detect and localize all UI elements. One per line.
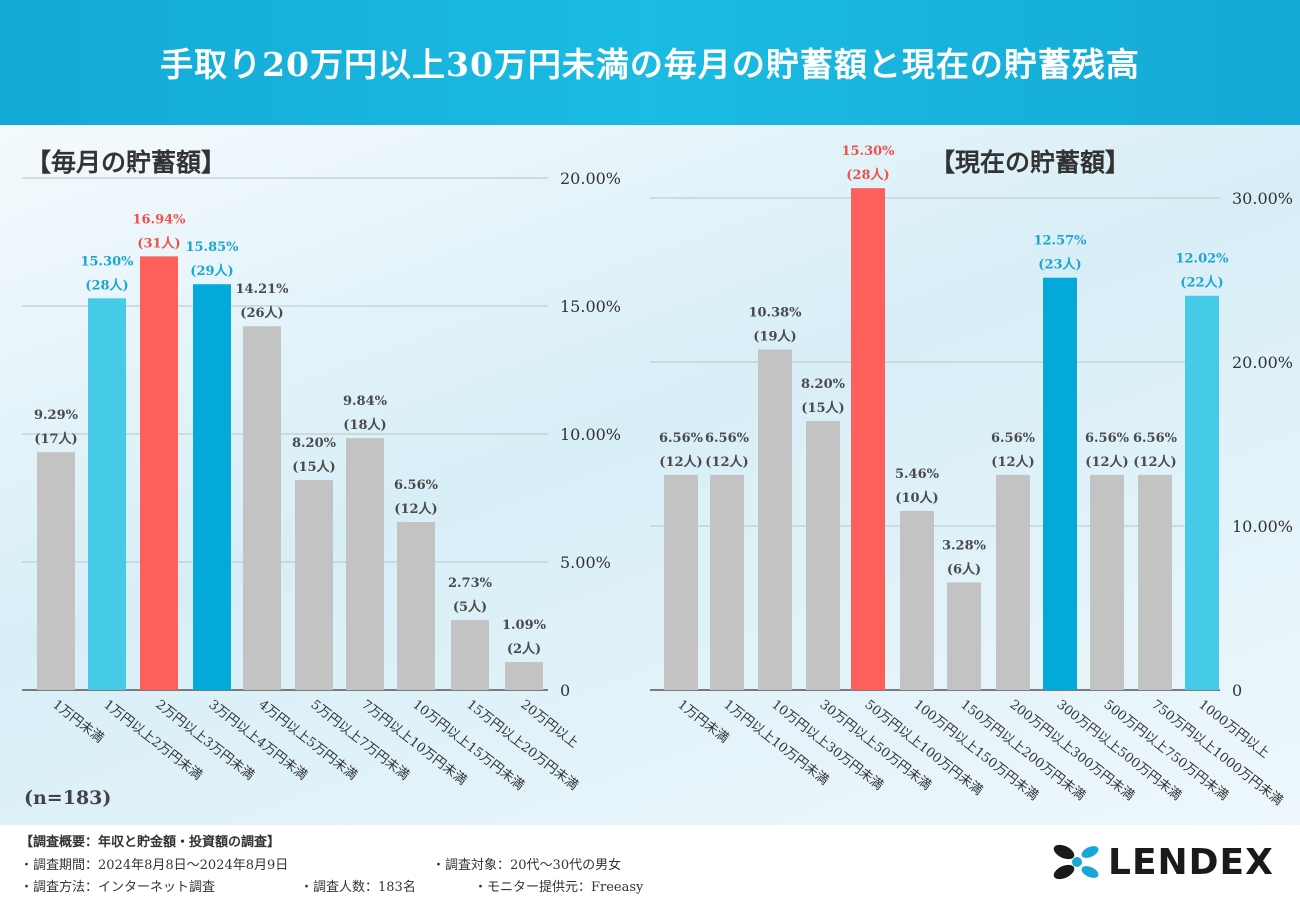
balance-value-label: 3.28%: [942, 538, 987, 553]
monthly-count-label: (28人): [85, 277, 128, 293]
left-chart-title: 【毎月の貯蓄額】: [26, 148, 227, 177]
survey-target: ・調査対象：20代〜30代の男女: [432, 858, 622, 873]
monthly-bar: [451, 620, 489, 690]
balance-ytick-label: 0: [1232, 681, 1242, 700]
balance-bar: [1185, 295, 1219, 690]
monthly-value-label: 9.84%: [343, 394, 388, 409]
balance-count-label: (12人): [1133, 454, 1176, 470]
monthly-value-label: 8.20%: [292, 436, 337, 451]
survey-method: ・調査方法：インターネット調査: [20, 880, 216, 895]
monthly-count-label: (31人): [137, 235, 180, 251]
monthly-count-label: (26人): [240, 305, 283, 321]
balance-value-label: 10.38%: [748, 306, 802, 321]
balance-bar: [1090, 474, 1124, 690]
monthly-ytick-label: 20.00%: [560, 169, 621, 188]
monthly-ytick-label: 15.00%: [560, 297, 621, 316]
monthly-bar: [37, 452, 75, 690]
balance-bar: [758, 349, 792, 690]
balance-bar: [1138, 474, 1172, 690]
balance-ytick-label: 10.00%: [1232, 517, 1293, 536]
balance-value-label: 15.30%: [841, 144, 895, 159]
balance-bar: [806, 421, 840, 690]
monthly-count-label: (12人): [394, 501, 437, 517]
balance-count-label: (22人): [1180, 275, 1223, 291]
balance-bar: [851, 188, 885, 690]
monthly-count-label: (29人): [190, 263, 233, 279]
balance-bar: [996, 474, 1030, 690]
right-chart-title: 【現在の貯蓄額】: [930, 148, 1131, 177]
page-title: 手取り20万円以上30万円未満の毎月の貯蓄額と現在の貯蓄残高: [160, 45, 1140, 84]
balance-value-label: 5.46%: [895, 467, 940, 482]
balance-count-label: (28人): [846, 167, 889, 183]
monthly-category-label: 1万円未満: [50, 697, 107, 746]
survey-title: 【調査概要：年収と貯金額・投資額の調査】: [20, 835, 281, 850]
monthly-category-label: 1万円以上2万円未満: [101, 697, 205, 783]
balance-ytick-label: 30.00%: [1232, 189, 1293, 208]
balance-count-label: (10人): [895, 490, 938, 506]
monthly-count-label: (17人): [34, 431, 77, 447]
balance-bar: [664, 474, 698, 690]
balance-count-label: (12人): [991, 454, 1034, 470]
monthly-value-label: 15.30%: [80, 254, 134, 269]
balance-count-label: (19人): [753, 329, 796, 345]
survey-period: ・調査期間：2024年8月8日〜2024年8月9日: [20, 858, 289, 873]
balance-count-label: (12人): [659, 454, 702, 470]
footer: 【調査概要：年収と貯金額・投資額の調査】 ・調査期間：2024年8月8日〜202…: [0, 825, 1300, 900]
balance-count-label: (12人): [705, 454, 748, 470]
monthly-value-label: 2.73%: [448, 576, 493, 591]
balance-count-label: (23人): [1038, 257, 1081, 273]
monthly-count-label: (18人): [343, 417, 386, 433]
balance-bar: [900, 510, 934, 690]
header-banner: 手取り20万円以上30万円未満の毎月の貯蓄額と現在の貯蓄残高: [0, 0, 1300, 125]
balance-value-label: 12.02%: [1175, 252, 1229, 267]
monthly-ytick-label: 10.00%: [560, 425, 621, 444]
monthly-bar: [397, 522, 435, 690]
monthly-value-label: 1.09%: [502, 618, 547, 633]
balance-bar: [710, 474, 744, 690]
monthly-bar: [243, 326, 281, 690]
survey-provider: ・モニター提供元：Freeasy: [474, 880, 644, 895]
monthly-value-label: 16.94%: [132, 212, 186, 227]
balance-count-label: (15人): [801, 400, 844, 416]
balance-count-label: (6人): [947, 561, 981, 577]
balance-value-label: 6.56%: [991, 431, 1036, 446]
monthly-value-label: 9.29%: [34, 408, 79, 423]
balance-value-label: 6.56%: [1085, 431, 1130, 446]
monthly-value-label: 14.21%: [235, 282, 289, 297]
monthly-count-label: (5人): [453, 599, 487, 615]
monthly-bar: [193, 284, 231, 690]
monthly-value-label: 15.85%: [185, 240, 239, 255]
monthly-bar: [140, 256, 178, 690]
balance-value-label: 6.56%: [659, 431, 704, 446]
balance-bar: [1043, 277, 1077, 690]
balance-value-label: 8.20%: [801, 377, 846, 392]
balance-category-label: 1万円未満: [675, 697, 732, 746]
balance-value-label: 6.56%: [705, 431, 750, 446]
logo-text: LENDEX: [1108, 842, 1274, 883]
sample-size: (n=183): [24, 787, 112, 809]
monthly-bar: [346, 438, 384, 690]
monthly-ytick-label: 5.00%: [560, 553, 611, 572]
monthly-bar: [295, 480, 333, 690]
monthly-value-label: 6.56%: [394, 478, 439, 493]
monthly-count-label: (2人): [507, 641, 541, 657]
monthly-count-label: (15人): [292, 459, 335, 475]
balance-ytick-label: 20.00%: [1232, 353, 1293, 372]
balance-value-label: 6.56%: [1133, 431, 1178, 446]
survey-respondents: ・調査人数：183名: [300, 880, 416, 895]
monthly-bar: [88, 298, 126, 690]
monthly-ytick-label: 0: [560, 681, 570, 700]
lendex-logo-icon: [1053, 844, 1099, 880]
balance-count-label: (12人): [1085, 454, 1128, 470]
balance-bar: [947, 582, 981, 690]
balance-value-label: 12.57%: [1033, 234, 1087, 249]
monthly-bar: [505, 662, 543, 690]
